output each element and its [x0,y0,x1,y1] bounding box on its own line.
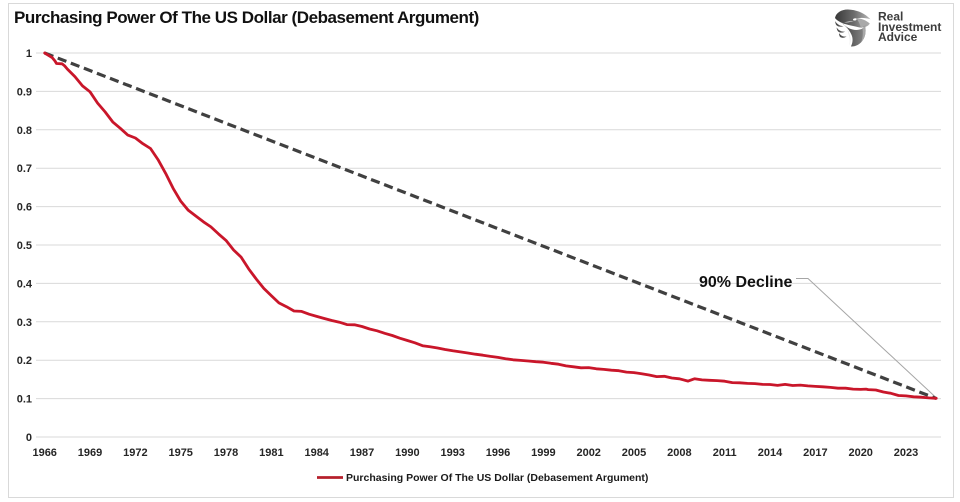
svg-text:Purchasing Power Of The US Dol: Purchasing Power Of The US Dollar (Debas… [346,472,648,484]
svg-text:0.3: 0.3 [17,317,32,329]
svg-text:1987: 1987 [350,447,374,459]
svg-text:2017: 2017 [803,447,827,459]
svg-text:1969: 1969 [78,447,102,459]
svg-text:0.5: 0.5 [17,240,32,252]
svg-text:1: 1 [26,48,32,60]
svg-text:90% Decline: 90% Decline [699,274,792,291]
svg-text:1981: 1981 [259,447,283,459]
svg-text:0.8: 0.8 [17,125,32,137]
svg-text:0.4: 0.4 [17,278,33,290]
svg-text:0.6: 0.6 [17,202,32,214]
svg-text:1990: 1990 [395,447,419,459]
svg-text:1966: 1966 [32,447,56,459]
svg-text:1993: 1993 [440,447,464,459]
svg-text:0.7: 0.7 [17,163,32,175]
svg-text:2011: 2011 [713,447,737,459]
svg-text:Purchasing Power Of The US Dol: Purchasing Power Of The US Dollar (Debas… [14,8,479,27]
svg-text:0.1: 0.1 [17,394,32,406]
svg-text:2005: 2005 [622,447,646,459]
svg-text:1996: 1996 [486,447,510,459]
svg-text:0.2: 0.2 [17,355,32,367]
svg-text:0.9: 0.9 [17,86,32,98]
svg-text:1972: 1972 [123,447,147,459]
svg-text:1975: 1975 [168,447,192,459]
svg-text:1984: 1984 [304,447,329,459]
svg-text:1978: 1978 [214,447,238,459]
svg-text:1999: 1999 [531,447,555,459]
svg-text:2023: 2023 [894,447,918,459]
svg-text:2008: 2008 [667,447,691,459]
svg-text:2014: 2014 [758,447,783,459]
svg-text:Investment: Investment [878,20,941,34]
svg-text:2020: 2020 [848,447,872,459]
svg-text:0: 0 [26,432,32,444]
svg-text:2002: 2002 [576,447,600,459]
svg-text:Real: Real [878,9,903,23]
svg-text:Advice: Advice [878,30,918,44]
